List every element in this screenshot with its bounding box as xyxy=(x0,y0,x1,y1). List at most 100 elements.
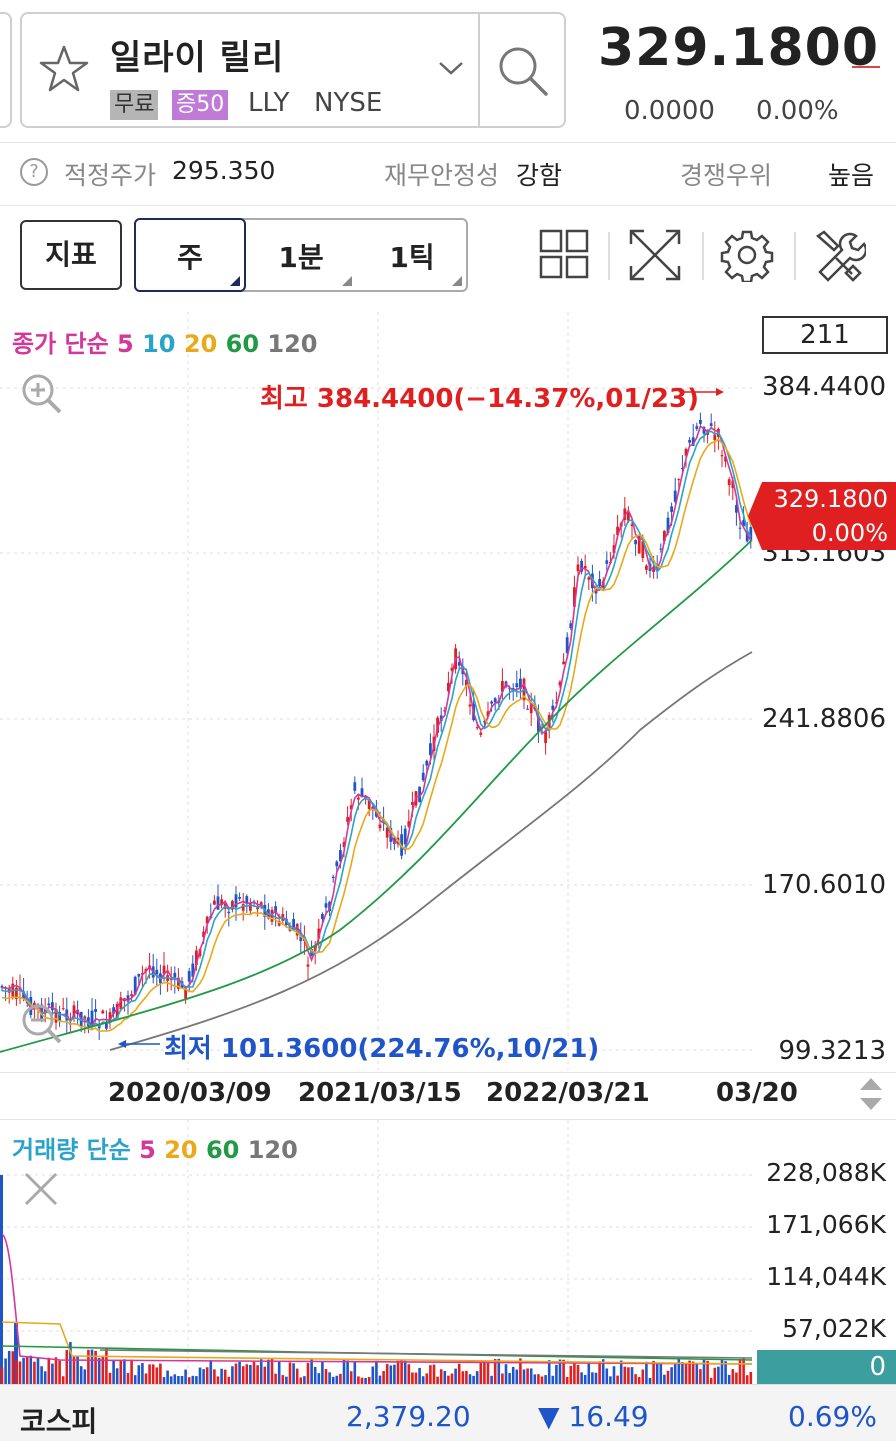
volume-bar xyxy=(367,1377,371,1384)
volume-bar xyxy=(256,1365,259,1384)
stock-selector[interactable] xyxy=(20,12,566,128)
volume-bar xyxy=(317,1373,321,1384)
volume-bar xyxy=(40,1366,43,1384)
bar-count[interactable]: 211 xyxy=(762,316,888,354)
gear-icon[interactable] xyxy=(720,228,774,286)
volume-bar xyxy=(22,1357,25,1384)
volume-bar xyxy=(735,1372,738,1384)
period-1min[interactable]: 1분 xyxy=(278,241,324,274)
candle-body xyxy=(173,972,177,980)
volume-bar xyxy=(634,1374,637,1384)
period-week[interactable]: 주 xyxy=(177,241,203,274)
candle-body xyxy=(731,480,735,488)
volume-bar xyxy=(677,1358,681,1384)
volume-bar xyxy=(601,1359,605,1384)
zoom-in-icon[interactable] xyxy=(18,370,64,420)
volume-bar xyxy=(396,1360,400,1384)
volume-bar xyxy=(670,1367,673,1384)
volume-bar xyxy=(461,1371,465,1384)
volume-bar xyxy=(497,1358,501,1384)
volume-bar xyxy=(450,1373,454,1384)
volume-bar xyxy=(587,1361,591,1384)
volume-bar xyxy=(90,1349,94,1384)
volume-bar xyxy=(346,1360,349,1384)
volume-bar xyxy=(4,1358,7,1384)
volume-bar xyxy=(612,1366,616,1384)
x-axis-label: 2021/03/15 xyxy=(298,1078,462,1108)
candle-body xyxy=(612,545,616,554)
candle-body xyxy=(292,919,295,930)
candle-body xyxy=(216,896,220,910)
volume-bar xyxy=(555,1364,558,1384)
dropdown-corner xyxy=(230,276,240,286)
volume-bar xyxy=(65,1349,69,1384)
volume-bar xyxy=(414,1372,418,1384)
help-icon[interactable]: ? xyxy=(20,158,48,186)
divider xyxy=(702,232,704,280)
low-marker-arrow xyxy=(118,1040,126,1048)
zoom-out-icon[interactable] xyxy=(18,1000,64,1050)
volume-bar xyxy=(234,1363,238,1384)
volume-bar xyxy=(220,1368,223,1384)
chevron-down-icon[interactable] xyxy=(436,58,466,82)
volume-bar xyxy=(673,1364,677,1384)
volume-bar xyxy=(292,1363,295,1384)
period-week-selected[interactable] xyxy=(134,218,246,292)
candle-body xyxy=(508,688,511,690)
volume-ma-line xyxy=(99,1349,753,1359)
market-index-bar[interactable] xyxy=(0,1384,896,1441)
price-chart[interactable] xyxy=(0,312,896,1070)
volume-bar xyxy=(43,1371,47,1384)
candle-body xyxy=(475,727,479,729)
indicator-button[interactable]: 지표 xyxy=(20,220,122,290)
free-badge: 무료 xyxy=(110,90,159,120)
candle-body xyxy=(659,548,663,550)
candle-body xyxy=(526,708,529,710)
candle-body xyxy=(130,994,133,996)
volume-bar xyxy=(180,1375,184,1384)
volume-bar xyxy=(11,1351,15,1384)
resize-handle-icon[interactable] xyxy=(858,1076,884,1116)
candle-body xyxy=(709,423,713,426)
candle-body xyxy=(133,976,137,995)
candle-body xyxy=(457,662,461,666)
fullscreen-icon[interactable] xyxy=(628,228,682,286)
candle-body xyxy=(51,1002,54,1011)
volume-bar xyxy=(393,1364,396,1384)
candle-body xyxy=(745,531,749,542)
volume-bar xyxy=(295,1368,299,1384)
y-axis-label: 170.6010 xyxy=(761,870,886,900)
tools-icon[interactable] xyxy=(812,228,868,286)
volume-bar xyxy=(627,1367,630,1384)
candle-body xyxy=(720,455,724,457)
price-tag-value: 329.1800 xyxy=(773,485,888,513)
candle-body xyxy=(108,1012,112,1022)
volume-bar xyxy=(619,1360,623,1384)
volume-bar xyxy=(321,1361,324,1384)
candle-body xyxy=(587,577,591,580)
x-axis[interactable] xyxy=(0,1072,896,1120)
candle-body xyxy=(231,900,234,910)
candle-body xyxy=(393,837,396,844)
volume-bar xyxy=(101,1356,105,1384)
candle-body xyxy=(137,974,141,977)
star-icon[interactable] xyxy=(38,44,90,98)
divider xyxy=(608,232,610,280)
volume-bar xyxy=(691,1361,695,1384)
index-name: 코스피 xyxy=(20,1405,98,1438)
volume-bar xyxy=(252,1361,256,1384)
candle-body xyxy=(425,760,429,766)
volume-bar xyxy=(126,1373,130,1384)
candle-body xyxy=(666,517,670,533)
close-icon[interactable] xyxy=(20,1168,62,1214)
candle-body xyxy=(403,828,407,845)
volume-bar xyxy=(443,1370,447,1384)
period-1tick[interactable]: 1틱 xyxy=(389,241,435,274)
candle-body xyxy=(227,911,231,914)
volume-chart[interactable] xyxy=(0,1120,896,1384)
search-icon[interactable] xyxy=(494,42,552,104)
vol-legend-prefix: 거래량 단순 xyxy=(12,1136,131,1164)
left-panel-stub[interactable] xyxy=(0,12,12,128)
candle-body xyxy=(544,730,547,744)
grid-layout-icon[interactable] xyxy=(538,228,590,284)
